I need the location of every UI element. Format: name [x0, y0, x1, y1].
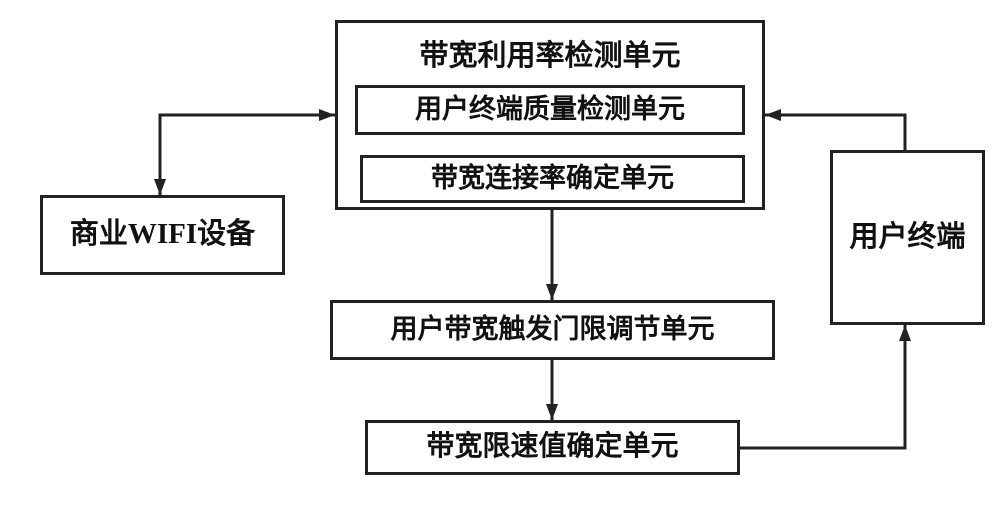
node-limit: 带宽限速值确定单元: [365, 420, 740, 475]
node-terminal-label: 用户终端: [849, 222, 965, 254]
node-terminal: 用户终端: [830, 150, 985, 325]
arrowhead-icon: [154, 179, 166, 195]
arrowhead-icon: [319, 109, 335, 121]
node-limit-label: 带宽限速值确定单元: [426, 432, 678, 463]
node-wifi-label: 商业WIFI设备: [70, 219, 255, 251]
arrowhead-icon: [899, 325, 911, 341]
node-connrate-label: 带宽连接率确定单元: [431, 164, 674, 194]
node-connrate: 带宽连接率确定单元: [360, 155, 745, 203]
arrowhead-icon: [546, 404, 558, 420]
node-threshold: 用户带宽触发门限调节单元: [330, 300, 775, 360]
arrowhead-icon: [765, 109, 781, 121]
node-wifi: 商业WIFI设备: [40, 195, 285, 275]
node-quality: 用户终端质量检测单元: [355, 85, 745, 135]
edge: [765, 115, 905, 150]
node-detector-title: 带宽利用率检测单元: [338, 23, 762, 73]
arrowhead-icon: [546, 284, 558, 300]
edge: [160, 115, 335, 195]
node-threshold-label: 用户带宽触发门限调节单元: [391, 315, 715, 345]
node-quality-label: 用户终端质量检测单元: [415, 95, 685, 125]
